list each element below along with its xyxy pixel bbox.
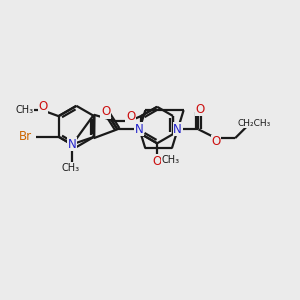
Text: O: O bbox=[212, 135, 220, 148]
Text: N: N bbox=[68, 138, 77, 151]
Text: N: N bbox=[173, 123, 182, 136]
Text: O: O bbox=[152, 155, 162, 168]
Text: O: O bbox=[195, 103, 204, 116]
Text: O: O bbox=[126, 110, 135, 123]
Text: O: O bbox=[101, 105, 110, 118]
Text: CH₃: CH₃ bbox=[16, 105, 34, 115]
Text: CH₂CH₃: CH₂CH₃ bbox=[238, 119, 271, 128]
Text: CH₃: CH₃ bbox=[161, 155, 179, 165]
Text: CH₃: CH₃ bbox=[62, 163, 80, 173]
Text: O: O bbox=[38, 100, 48, 113]
Text: Br: Br bbox=[19, 130, 32, 143]
Text: N: N bbox=[135, 123, 144, 136]
